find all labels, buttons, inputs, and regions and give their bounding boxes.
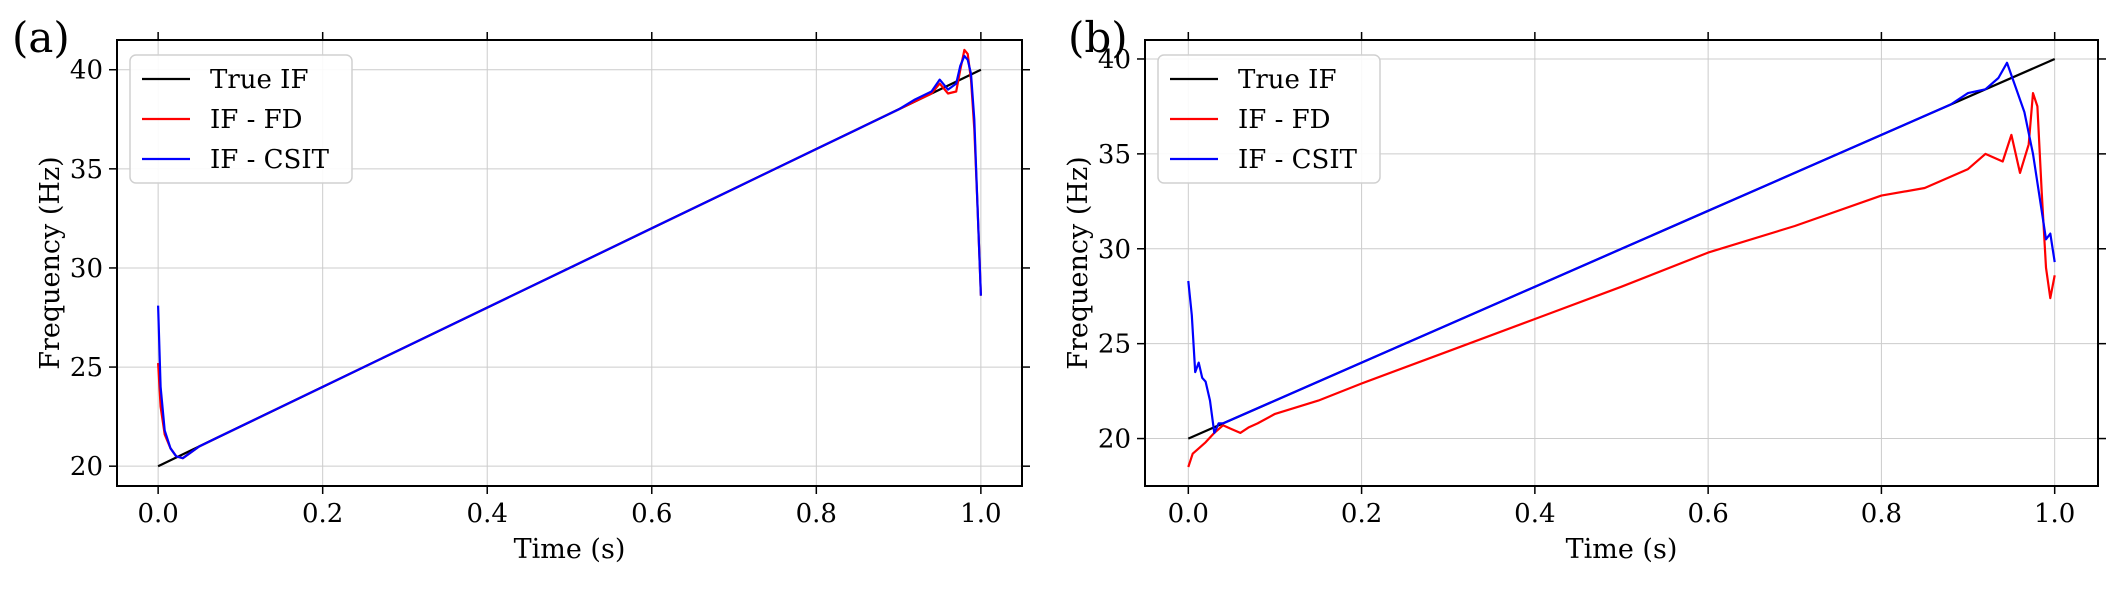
legend-label: True IF (210, 65, 308, 95)
chart-panel-a: 0.0 0.2 0.4 0.6 0.8 1.0 20 25 30 35 40 Time (s) Freq… (12, 13, 1030, 565)
plot-frame (116, 39, 1023, 487)
y-tick-label: 25 (70, 353, 103, 383)
panel-label: (a) (12, 13, 70, 62)
x-tick-label: 0.0 (1168, 499, 1209, 529)
legend-label: IF - FD (210, 105, 303, 135)
x-tick-label: 0.8 (1861, 499, 1902, 529)
x-tick-label: 0.8 (796, 499, 837, 529)
series-group (157, 48, 982, 468)
chart-panel-b: 0.0 0.2 0.4 0.6 0.8 1.0 20 25 30 35 40 Time (s) Freq… (1063, 13, 2106, 565)
x-tick-label: 0.2 (302, 499, 343, 529)
plot-frame (1144, 39, 2099, 487)
legend-label: IF - FD (1238, 105, 1331, 135)
y-tick-label: 20 (1098, 425, 1131, 455)
legend-label: IF - CSIT (210, 145, 330, 175)
panel-label: (b) (1068, 13, 1128, 62)
legend-box (1157, 54, 1381, 184)
legend-label: True IF (1238, 65, 1336, 95)
series-line-if-fd (1187, 91, 2056, 468)
y-tick-label: 35 (1098, 140, 1131, 170)
legend-box (129, 54, 353, 184)
series-group (1187, 57, 2056, 468)
series-line-if-csit (1187, 61, 2056, 434)
y-tick-label: 40 (1098, 45, 1131, 75)
y-axis-label: Frequency (Hz) (1063, 156, 1094, 369)
x-tick-label: 0.6 (631, 499, 672, 529)
y-tick-label: 20 (70, 452, 103, 482)
x-tick-label: 1.0 (2034, 499, 2075, 529)
x-tick-label: 1.0 (960, 499, 1001, 529)
y-axis-label: Frequency (Hz) (35, 156, 66, 369)
x-tick-label: 0.4 (467, 499, 508, 529)
legend-label: IF - CSIT (1238, 145, 1358, 175)
y-tick-label: 40 (70, 56, 103, 86)
x-tick-label: 0.2 (1341, 499, 1382, 529)
y-tick-label: 35 (70, 155, 103, 185)
x-tick-label: 0.6 (1687, 499, 1728, 529)
x-axis-label: Time (s) (1566, 534, 1678, 565)
y-tick-label: 25 (1098, 330, 1131, 360)
x-axis-label: Time (s) (514, 534, 626, 565)
x-tick-label: 0.4 (1514, 499, 1555, 529)
y-tick-label: 30 (1098, 235, 1131, 265)
y-tick-label: 30 (70, 254, 103, 284)
series-line-if-csit (157, 54, 982, 460)
x-tick-label: 0.0 (137, 499, 178, 529)
